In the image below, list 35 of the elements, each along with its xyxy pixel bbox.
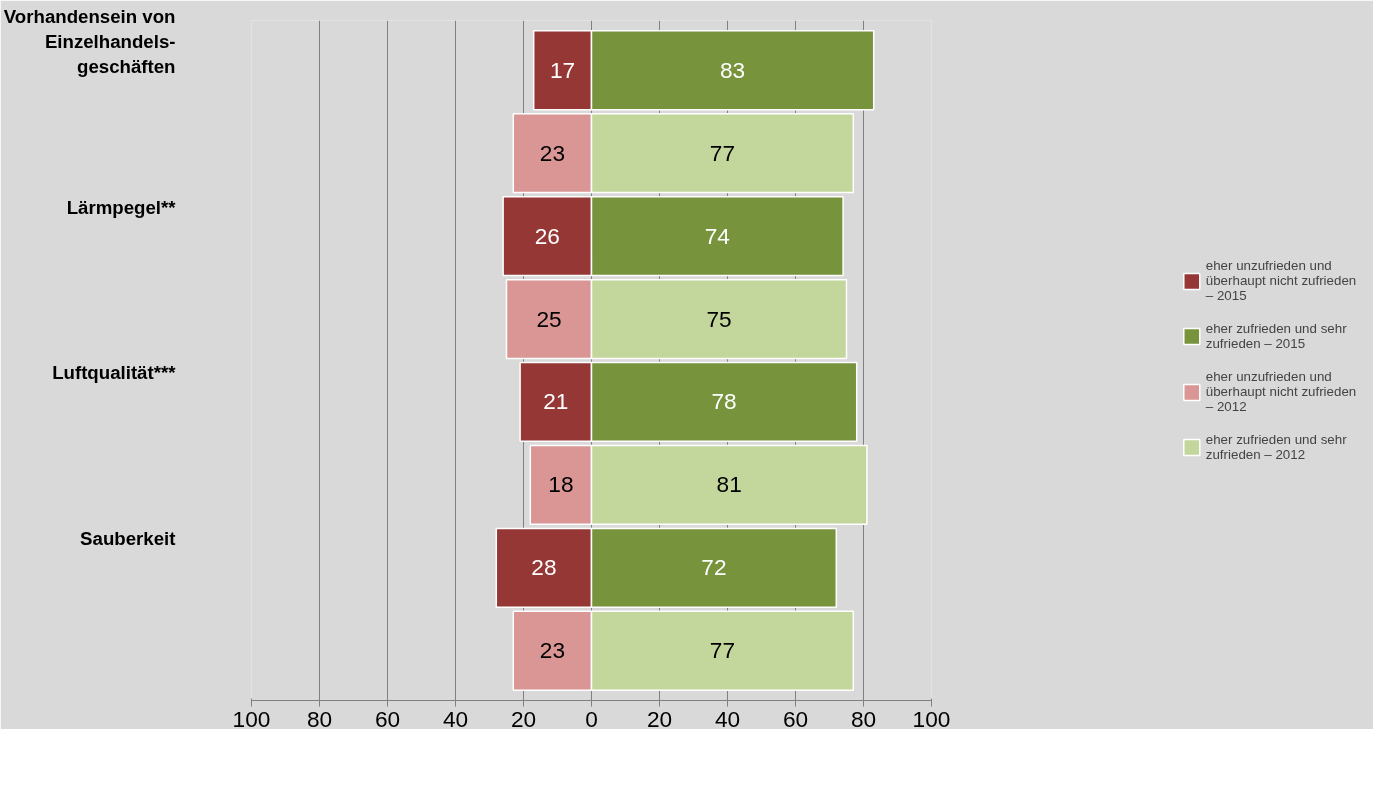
data-label: 26: [534, 222, 560, 249]
y-tick-label: Lärmpegel**: [66, 196, 177, 218]
data-label: 28: [531, 554, 557, 581]
data-label: 77: [709, 139, 735, 166]
x-tick-label: 100: [912, 705, 951, 732]
legend-label: eher unzufrieden und überhaupt nicht zufrieden – 2012: [1205, 369, 1357, 414]
x-tick-label: 80: [850, 705, 877, 732]
data-label: 78: [711, 388, 737, 415]
data-label: 74: [704, 222, 730, 249]
legend-label: eher unzufrieden und überhaupt nicht zufrieden – 2015: [1205, 258, 1357, 303]
data-label: 72: [701, 554, 727, 581]
x-tick-label: 80: [306, 705, 333, 732]
x-tick-label: 20: [646, 705, 673, 732]
y-tick-label: Luftqualität***: [52, 362, 177, 384]
x-tick-label: 20: [510, 705, 537, 732]
y-tick-label: Vorhandensein von Einzelhandels- geschäften: [3, 5, 176, 77]
x-tick-label: 0: [585, 705, 598, 732]
data-label: 81: [716, 471, 742, 498]
data-label: 25: [536, 305, 562, 332]
x-tick-label: 40: [714, 705, 741, 732]
y-tick-label: Sauberkeit: [80, 528, 176, 550]
data-label: 83: [720, 56, 746, 83]
data-label: 75: [706, 305, 732, 332]
data-label: 21: [543, 388, 569, 415]
data-label: 17: [550, 56, 576, 83]
data-label: 18: [548, 471, 574, 498]
data-label: 23: [539, 139, 565, 166]
legend-label: eher zufrieden und sehr zufrieden – 2012: [1205, 432, 1347, 462]
legend-label: eher zufrieden und sehr zufrieden – 2015: [1205, 321, 1347, 351]
x-tick-label: 60: [374, 705, 401, 732]
data-label: 77: [709, 637, 735, 664]
x-tick-label: 60: [782, 705, 809, 732]
x-tick-label: 40: [442, 705, 469, 732]
x-tick-label: 100: [232, 705, 271, 732]
data-label: 23: [539, 637, 565, 664]
